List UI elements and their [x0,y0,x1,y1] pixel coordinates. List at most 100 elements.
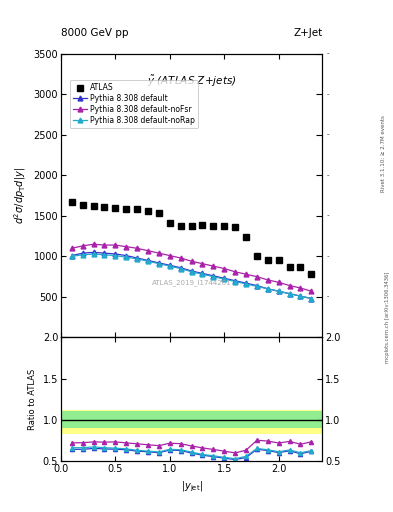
Pythia 8.308 default [135,255,140,261]
Legend: ATLAS, Pythia 8.308 default, Pythia 8.308 default-noFsr, Pythia 8.308 default-no: ATLAS, Pythia 8.308 default, Pythia 8.30… [70,80,198,128]
ATLAS [244,234,248,240]
Pythia 8.308 default-noRap [91,251,96,257]
Pythia 8.308 default [178,265,183,271]
Pythia 8.308 default-noFsr [255,273,259,280]
ATLAS [233,224,237,230]
Pythia 8.308 default-noFsr [287,283,292,289]
Pythia 8.308 default [211,273,216,279]
ATLAS [255,253,259,260]
Pythia 8.308 default [265,286,270,292]
Pythia 8.308 default-noFsr [233,269,237,275]
Pythia 8.308 default-noRap [124,254,129,260]
ATLAS [80,201,85,207]
Pythia 8.308 default-noRap [80,252,85,258]
Pythia 8.308 default [287,291,292,297]
Pythia 8.308 default-noFsr [80,243,85,249]
Text: 8000 GeV pp: 8000 GeV pp [61,28,129,38]
Text: ATLAS_2019_I1744201: ATLAS_2019_I1744201 [152,280,231,286]
Pythia 8.308 default-noRap [233,279,237,285]
Pythia 8.308 default [70,252,74,259]
Line: Pythia 8.308 default-noFsr: Pythia 8.308 default-noFsr [70,242,314,294]
Pythia 8.308 default [276,288,281,294]
ATLAS [156,209,161,216]
ATLAS [211,223,216,229]
Pythia 8.308 default-noRap [309,295,314,302]
Pythia 8.308 default-noFsr [309,288,314,294]
Pythia 8.308 default-noRap [189,269,194,275]
ATLAS [222,223,227,229]
Pythia 8.308 default [309,295,314,302]
ATLAS [167,220,172,226]
ATLAS [309,271,314,278]
Pythia 8.308 default [233,278,237,284]
Pythia 8.308 default-noRap [102,252,107,258]
Pythia 8.308 default [91,249,96,255]
X-axis label: $|y_{\mathrm{jet}}|$: $|y_{\mathrm{jet}}|$ [180,479,203,494]
Line: Pythia 8.308 default-noRap: Pythia 8.308 default-noRap [70,251,314,301]
Pythia 8.308 default-noRap [167,263,172,269]
Text: Z+Jet: Z+Jet [293,28,322,38]
Pythia 8.308 default-noRap [178,266,183,272]
Pythia 8.308 default-noFsr [211,263,216,269]
Line: ATLAS: ATLAS [69,199,314,277]
ATLAS [265,257,270,263]
Pythia 8.308 default-noFsr [102,242,107,248]
Pythia 8.308 default [255,283,259,289]
Pythia 8.308 default-noFsr [189,258,194,264]
Pythia 8.308 default-noRap [276,288,281,294]
ATLAS [287,264,292,270]
ATLAS [200,222,205,228]
Pythia 8.308 default-noFsr [70,245,74,251]
Text: mcplots.cern.ch [arXiv:1306.3436]: mcplots.cern.ch [arXiv:1306.3436] [385,272,389,363]
Pythia 8.308 default [113,251,118,257]
Pythia 8.308 default [124,252,129,259]
Pythia 8.308 default [80,250,85,256]
ATLAS [135,205,140,211]
Text: $\tilde{y}$ (ATLAS Z+jets): $\tilde{y}$ (ATLAS Z+jets) [147,74,236,89]
Pythia 8.308 default-noRap [200,271,205,278]
Pythia 8.308 default-noRap [156,261,161,267]
Pythia 8.308 default [222,275,227,282]
Pythia 8.308 default-noFsr [178,255,183,261]
Pythia 8.308 default-noRap [298,293,303,299]
ATLAS [276,258,281,264]
Pythia 8.308 default [244,280,248,286]
Pythia 8.308 default-noFsr [244,271,248,278]
Pythia 8.308 default-noFsr [167,252,172,259]
Pythia 8.308 default [167,262,172,268]
Pythia 8.308 default-noFsr [298,285,303,291]
Pythia 8.308 default-noFsr [276,279,281,285]
Y-axis label: $d^2\sigma/dp_{\mathrm{T}}d|y|$: $d^2\sigma/dp_{\mathrm{T}}d|y|$ [12,167,28,224]
Pythia 8.308 default-noRap [70,253,74,260]
Pythia 8.308 default-noFsr [135,245,140,251]
Pythia 8.308 default-noRap [265,286,270,292]
ATLAS [298,264,303,270]
ATLAS [91,203,96,209]
Pythia 8.308 default-noRap [287,291,292,297]
Pythia 8.308 default-noRap [255,283,259,289]
ATLAS [146,208,151,214]
Pythia 8.308 default [189,268,194,274]
ATLAS [70,199,74,205]
Pythia 8.308 default-noRap [113,252,118,259]
Pythia 8.308 default [146,258,151,264]
Pythia 8.308 default [298,293,303,299]
Pythia 8.308 default-noFsr [200,261,205,267]
Pythia 8.308 default-noFsr [222,266,227,272]
Pythia 8.308 default-noFsr [156,250,161,256]
Line: Pythia 8.308 default: Pythia 8.308 default [70,250,314,301]
Text: Rivet 3.1.10; ≥ 2.7M events: Rivet 3.1.10; ≥ 2.7M events [381,115,386,192]
Pythia 8.308 default-noFsr [91,241,96,247]
ATLAS [102,204,107,210]
Pythia 8.308 default-noRap [146,258,151,264]
Pythia 8.308 default-noFsr [265,277,270,283]
Pythia 8.308 default-noRap [135,256,140,262]
Pythia 8.308 default-noFsr [124,244,129,250]
ATLAS [124,205,129,211]
Pythia 8.308 default-noRap [211,273,216,280]
Pythia 8.308 default [200,270,205,276]
ATLAS [189,223,194,229]
ATLAS [178,223,183,229]
ATLAS [113,205,118,211]
Pythia 8.308 default-noRap [222,276,227,282]
